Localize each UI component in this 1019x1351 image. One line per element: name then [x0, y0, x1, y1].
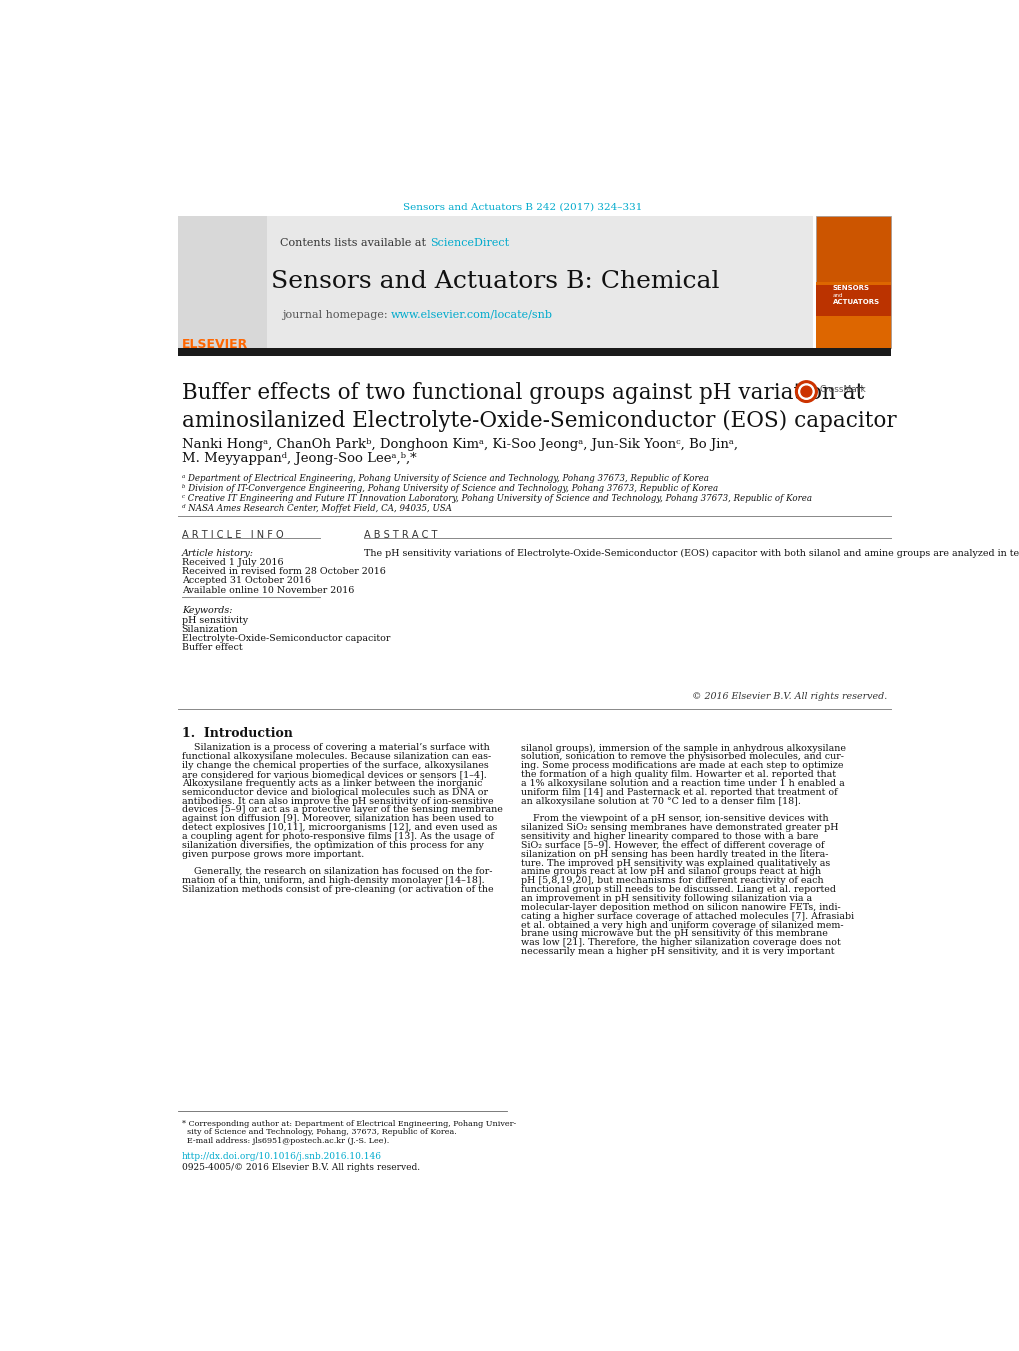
- Text: ACTUATORS: ACTUATORS: [832, 299, 879, 305]
- Text: functional alkoxysilane molecules. Because silanization can eas-: functional alkoxysilane molecules. Becau…: [181, 753, 490, 762]
- Text: pH [5,8,19,20], but mechanisms for different reactivity of each: pH [5,8,19,20], but mechanisms for diffe…: [521, 877, 823, 885]
- Bar: [815, 285, 890, 316]
- Text: Received 1 July 2016: Received 1 July 2016: [181, 558, 283, 567]
- Text: necessarily mean a higher pH sensitivity, and it is very important: necessarily mean a higher pH sensitivity…: [521, 947, 834, 957]
- Text: A B S T R A C T: A B S T R A C T: [364, 530, 437, 540]
- Text: ing. Some process modifications are made at each step to optimize: ing. Some process modifications are made…: [521, 761, 843, 770]
- Circle shape: [800, 386, 811, 397]
- Text: Article history:: Article history:: [181, 549, 254, 558]
- Text: given purpose grows more important.: given purpose grows more important.: [181, 850, 364, 859]
- Text: uniform film [14] and Pasternack et al. reported that treatment of: uniform film [14] and Pasternack et al. …: [521, 788, 837, 797]
- Text: Buffer effect: Buffer effect: [181, 643, 243, 653]
- Text: SENSORS: SENSORS: [832, 285, 869, 292]
- Text: cating a higher surface coverage of attached molecules [7]. Afrasiabi: cating a higher surface coverage of atta…: [521, 912, 854, 921]
- Text: detect explosives [10,11], microorganisms [12], and even used as: detect explosives [10,11], microorganism…: [181, 823, 496, 832]
- Text: Silanization is a process of covering a material’s surface with: Silanization is a process of covering a …: [181, 743, 489, 753]
- Text: sensitivity and higher linearity compared to those with a bare: sensitivity and higher linearity compare…: [521, 832, 818, 842]
- Bar: [815, 282, 890, 349]
- Text: and: and: [832, 293, 843, 299]
- Text: 0925-4005/© 2016 Elsevier B.V. All rights reserved.: 0925-4005/© 2016 Elsevier B.V. All right…: [181, 1163, 420, 1173]
- Text: Contents lists available at: Contents lists available at: [280, 238, 429, 247]
- Text: an improvement in pH sensitivity following silanization via a: an improvement in pH sensitivity followi…: [521, 894, 811, 902]
- Text: silanization diversifies, the optimization of this process for any: silanization diversifies, the optimizati…: [181, 840, 483, 850]
- Text: antibodies. It can also improve the pH sensitivity of ion-sensitive: antibodies. It can also improve the pH s…: [181, 797, 493, 805]
- Bar: [177, 216, 812, 349]
- Text: an alkoxysilane solution at 70 °C led to a denser film [18].: an alkoxysilane solution at 70 °C led to…: [521, 797, 800, 805]
- Text: The pH sensitivity variations of Electrolyte-Oxide-Semiconductor (EOS) capacitor: The pH sensitivity variations of Electro…: [364, 549, 1019, 558]
- Text: ScienceDirect: ScienceDirect: [429, 238, 508, 247]
- Text: ᵃ Department of Electrical Engineering, Pohang University of Science and Technol: ᵃ Department of Electrical Engineering, …: [181, 474, 708, 482]
- Text: et al. obtained a very high and uniform coverage of silanized mem-: et al. obtained a very high and uniform …: [521, 920, 843, 929]
- Text: silanized SiO₂ sensing membranes have demonstrated greater pH: silanized SiO₂ sensing membranes have de…: [521, 823, 838, 832]
- Text: silanol groups), immersion of the sample in anhydrous alkoxysilane: silanol groups), immersion of the sample…: [521, 743, 846, 753]
- Text: mation of a thin, uniform, and high-density monolayer [14–18].: mation of a thin, uniform, and high-dens…: [181, 877, 484, 885]
- Text: Accepted 31 October 2016: Accepted 31 October 2016: [181, 577, 311, 585]
- Text: brane using microwave but the pH sensitivity of this membrane: brane using microwave but the pH sensiti…: [521, 929, 827, 939]
- Text: a coupling agent for photo-responsive films [13]. As the usage of: a coupling agent for photo-responsive fi…: [181, 832, 493, 842]
- Text: A R T I C L E   I N F O: A R T I C L E I N F O: [181, 530, 283, 540]
- Text: sity of Science and Technology, Pohang, 37673, Republic of Korea.: sity of Science and Technology, Pohang, …: [181, 1128, 457, 1136]
- Text: amine groups react at low pH and silanol groups react at high: amine groups react at low pH and silanol…: [521, 867, 820, 877]
- Text: Silanization: Silanization: [181, 626, 238, 634]
- Text: ily change the chemical properties of the surface, alkoxysilanes: ily change the chemical properties of th…: [181, 761, 488, 770]
- Text: Nanki Hongᵃ, ChanOh Parkᵇ, Donghoon Kimᵃ, Ki-Soo Jeongᵃ, Jun-Sik Yoonᶜ, Bo Jinᵃ,: Nanki Hongᵃ, ChanOh Parkᵇ, Donghoon Kimᵃ…: [181, 438, 737, 451]
- Text: 1.  Introduction: 1. Introduction: [181, 727, 292, 739]
- Text: Available online 10 November 2016: Available online 10 November 2016: [181, 585, 354, 594]
- Text: E-mail address: jls6951@postech.ac.kr (J.-S. Lee).: E-mail address: jls6951@postech.ac.kr (J…: [181, 1138, 388, 1144]
- Text: functional group still needs to be discussed. Liang et al. reported: functional group still needs to be discu…: [521, 885, 836, 894]
- Text: solution, sonication to remove the physisorbed molecules, and cur-: solution, sonication to remove the physi…: [521, 753, 844, 762]
- Text: * Corresponding author at: Department of Electrical Engineering, Pohang Univer-: * Corresponding author at: Department of…: [181, 1120, 516, 1128]
- Text: www.elsevier.com/locate/snb: www.elsevier.com/locate/snb: [390, 309, 552, 320]
- Text: journal homepage:: journal homepage:: [281, 309, 390, 320]
- Text: From the viewpoint of a pH sensor, ion-sensitive devices with: From the viewpoint of a pH sensor, ion-s…: [521, 815, 828, 823]
- Text: silanization on pH sensing has been hardly treated in the litera-: silanization on pH sensing has been hard…: [521, 850, 827, 859]
- Text: CrossMark: CrossMark: [819, 385, 865, 394]
- Text: was low [21]. Therefore, the higher silanization coverage does not: was low [21]. Therefore, the higher sila…: [521, 939, 840, 947]
- Text: are considered for various biomedical devices or sensors [1–4].: are considered for various biomedical de…: [181, 770, 486, 780]
- Text: ᶜ Creative IT Engineering and Future IT Innovation Laboratory, Pohang University: ᶜ Creative IT Engineering and Future IT …: [181, 494, 811, 503]
- Text: pH sensitivity: pH sensitivity: [181, 616, 248, 624]
- Text: Silanization methods consist of pre-cleaning (or activation of the: Silanization methods consist of pre-clea…: [181, 885, 493, 894]
- Text: © 2016 Elsevier B.V. All rights reserved.: © 2016 Elsevier B.V. All rights reserved…: [691, 692, 887, 701]
- Text: ture. The improved pH sensitivity was explained qualitatively as: ture. The improved pH sensitivity was ex…: [521, 859, 829, 867]
- Text: the formation of a high quality film. Howarter et al. reported that: the formation of a high quality film. Ho…: [521, 770, 836, 780]
- Text: Sensors and Actuators B: Chemical: Sensors and Actuators B: Chemical: [271, 270, 719, 293]
- Bar: [177, 349, 890, 357]
- Text: Sensors and Actuators B 242 (2017) 324–331: Sensors and Actuators B 242 (2017) 324–3…: [403, 203, 642, 211]
- Text: Buffer effects of two functional groups against pH variation at
aminosilanized E: Buffer effects of two functional groups …: [181, 381, 896, 432]
- Text: molecular-layer deposition method on silicon nanowire FETs, indi-: molecular-layer deposition method on sil…: [521, 902, 840, 912]
- Text: Keywords:: Keywords:: [181, 607, 232, 616]
- Text: Alkoxysilane frequently acts as a linker between the inorganic: Alkoxysilane frequently acts as a linker…: [181, 780, 482, 788]
- Text: ᵇ Division of IT-Convergence Engineering, Pohang University of Science and Techn: ᵇ Division of IT-Convergence Engineering…: [181, 484, 717, 493]
- Text: semiconductor device and biological molecules such as DNA or: semiconductor device and biological mole…: [181, 788, 487, 797]
- Text: Generally, the research on silanization has focused on the for-: Generally, the research on silanization …: [181, 867, 492, 877]
- Bar: [177, 216, 267, 349]
- Circle shape: [795, 381, 816, 403]
- Bar: [815, 216, 890, 349]
- Text: devices [5–9] or act as a protective layer of the sensing membrane: devices [5–9] or act as a protective lay…: [181, 805, 502, 815]
- Text: SiO₂ surface [5–9]. However, the effect of different coverage of: SiO₂ surface [5–9]. However, the effect …: [521, 840, 824, 850]
- Circle shape: [798, 384, 813, 400]
- Text: Electrolyte-Oxide-Semiconductor capacitor: Electrolyte-Oxide-Semiconductor capacito…: [181, 634, 389, 643]
- Text: a 1% alkoxysilane solution and a reaction time under 1 h enabled a: a 1% alkoxysilane solution and a reactio…: [521, 780, 844, 788]
- Text: ELSEVIER: ELSEVIER: [181, 338, 248, 351]
- Text: against ion diffusion [9]. Moreover, silanization has been used to: against ion diffusion [9]. Moreover, sil…: [181, 815, 493, 823]
- Text: M. Meyyappanᵈ, Jeong-Soo Leeᵃ,ᵇ,*: M. Meyyappanᵈ, Jeong-Soo Leeᵃ,ᵇ,*: [181, 451, 416, 465]
- Text: Received in revised form 28 October 2016: Received in revised form 28 October 2016: [181, 567, 385, 576]
- Text: ᵈ NASA Ames Research Center, Moffet Field, CA, 94035, USA: ᵈ NASA Ames Research Center, Moffet Fiel…: [181, 504, 451, 513]
- Text: http://dx.doi.org/10.1016/j.snb.2016.10.146: http://dx.doi.org/10.1016/j.snb.2016.10.…: [181, 1151, 381, 1161]
